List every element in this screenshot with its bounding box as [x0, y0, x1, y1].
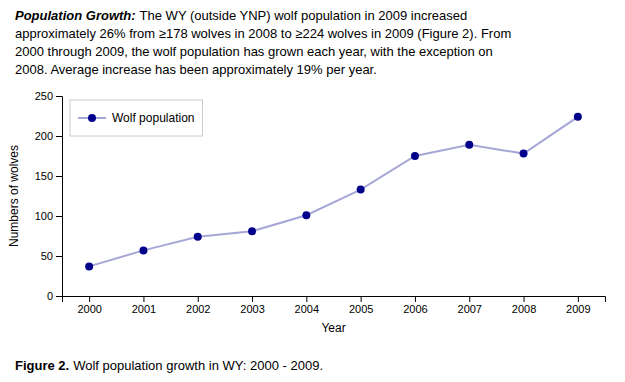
- y-axis-tick-label: 50: [41, 250, 53, 262]
- x-axis-tick: 2006: [403, 296, 427, 315]
- data-point: [574, 113, 582, 121]
- x-axis-tick: 2002: [186, 296, 210, 315]
- y-axis-tick-mark: [56, 96, 62, 97]
- y-axis-tick: 150: [35, 170, 62, 182]
- plot-area: 2000200120022003200420052006200720082009…: [35, 90, 606, 315]
- x-axis: 2000 2001 2002 2003 2004 2005 2006 2007 2008 2009: [63, 296, 606, 315]
- x-axis-tick-label: 2003: [240, 303, 264, 315]
- x-axis-tick-label: 2005: [349, 303, 373, 315]
- x-axis-tick-mark: [415, 296, 416, 302]
- body-text: 2000 through 2009, the wolf population h…: [15, 44, 493, 59]
- y-axis-tick-label: 0: [47, 290, 53, 302]
- data-point: [520, 150, 528, 158]
- x-axis-tick-mark: [143, 296, 144, 302]
- x-axis-tick-label: 2007: [458, 303, 482, 315]
- x-axis-tick-label: 2009: [566, 303, 590, 315]
- data-point: [194, 233, 202, 241]
- x-axis-tick-label: 2006: [403, 303, 427, 315]
- x-axis-tick: 2001: [132, 296, 156, 315]
- x-axis-tick-mark: [469, 296, 470, 302]
- x-axis-title: Year: [321, 321, 345, 335]
- x-axis-line: [63, 297, 606, 303]
- x-axis-tick-label: 2004: [295, 303, 319, 315]
- x-axis-tick-mark: [89, 296, 90, 302]
- body-text: 2008. Average increase has been approxim…: [15, 62, 377, 77]
- data-point: [411, 152, 419, 160]
- y-axis-tick-mark: [56, 296, 62, 297]
- series-line: [89, 117, 578, 267]
- x-axis-tick: 2004: [295, 296, 319, 315]
- y-axis-tick-label: 200: [35, 130, 53, 142]
- caption: Wolf population growth in WY: 2000 - 200…: [73, 358, 323, 373]
- y-axis-tick-label: 100: [35, 210, 53, 222]
- x-axis-tick-mark: [578, 296, 579, 302]
- body-text: The WY (outside YNP) wolf population in …: [140, 8, 468, 23]
- y-axis-tick-label: 250: [35, 90, 53, 102]
- y-axis-tick: 0: [47, 290, 62, 302]
- x-axis-tick: 2003: [240, 296, 264, 315]
- title: Population Growth:: [15, 8, 136, 23]
- legend-box: [70, 100, 203, 136]
- x-axis-tick-label: 2000: [77, 303, 101, 315]
- x-axis-tick-mark: [524, 296, 525, 302]
- body-text: approximately 26% from ≥178 wolves in 20…: [15, 26, 511, 41]
- chart: Population Growth: The WY (outside YNP) w…: [0, 0, 625, 382]
- x-axis-tick: 2005: [349, 296, 373, 315]
- y-axis-tick: 250: [35, 90, 62, 102]
- y-axis-tick: 100: [35, 210, 62, 222]
- y-axis-title: Numbers of wolves: [7, 145, 21, 247]
- caption: Figure 2.: [15, 358, 69, 373]
- y-axis-tick: 50: [41, 250, 62, 262]
- x-axis-tick: 2007: [458, 296, 482, 315]
- data-point: [302, 211, 310, 219]
- x-axis-tick: 2000: [77, 296, 101, 315]
- x-axis-tick-label: 2002: [186, 303, 210, 315]
- legend-item: Wolf population: [78, 111, 195, 125]
- y-axis-tick-mark: [56, 136, 62, 137]
- y-axis-tick-label: 150: [35, 170, 53, 182]
- data-point: [357, 186, 365, 194]
- data-point: [465, 141, 473, 149]
- data-point: [139, 246, 147, 254]
- y-axis-line: [56, 97, 63, 297]
- x-axis-tick-mark: [198, 296, 199, 302]
- legend-label: Wolf population: [112, 111, 195, 125]
- x-axis-tick-mark: [361, 296, 362, 302]
- x-axis-tick-label: 2001: [132, 303, 156, 315]
- legend: Wolf population: [70, 100, 203, 136]
- legend-marker: [88, 114, 96, 122]
- x-axis-tick: 2008: [512, 296, 536, 315]
- y-axis-tick-mark: [56, 216, 62, 217]
- x-axis-tick-label: 2008: [512, 303, 536, 315]
- data-point: [85, 262, 93, 270]
- x-axis-tick-mark: [252, 296, 253, 302]
- x-axis-tick: 2009: [566, 296, 590, 315]
- y-axis-tick: 200: [35, 130, 62, 142]
- y-axis-tick-mark: [56, 176, 62, 177]
- x-axis-tick-mark: [306, 296, 307, 302]
- data-point: [248, 227, 256, 235]
- y-axis-tick-mark: [56, 256, 62, 257]
- y-axis: 0 50 100 150 200 250: [35, 90, 63, 302]
